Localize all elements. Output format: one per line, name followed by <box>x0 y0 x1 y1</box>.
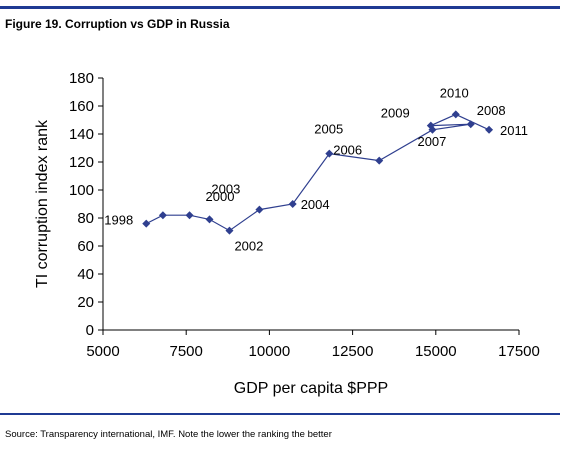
x-axis-title: GDP per capita $PPP <box>234 380 388 397</box>
data-point-marker <box>485 125 494 134</box>
y-axis-title: TI corruption index rank <box>34 119 51 288</box>
top-rule <box>0 6 560 9</box>
series-line <box>146 113 490 232</box>
data-point-marker <box>255 205 264 214</box>
data-label-year: 2005 <box>314 122 343 137</box>
data-label-year: 2003 <box>211 182 240 197</box>
x-tick-label: 15000 <box>415 343 457 360</box>
x-tick-label: 10000 <box>249 343 291 360</box>
source-note: Source: Transparency international, IMF.… <box>5 429 332 440</box>
y-tick-label: 180 <box>69 70 94 87</box>
y-axis: 0 20 40 60 80 100 120 140 160 180 <box>69 70 104 339</box>
data-point-marker <box>426 121 435 130</box>
y-tick-label: 80 <box>77 210 94 227</box>
data-point-marker <box>466 120 475 129</box>
bottom-rule <box>0 413 560 415</box>
data-label-year: 2010 <box>440 85 469 100</box>
y-tick-label: 160 <box>69 98 94 115</box>
data-point-marker <box>205 215 214 224</box>
data-label-year: 2000 <box>206 189 235 204</box>
data-label-year: 2002 <box>234 239 263 254</box>
x-tick-label: 7500 <box>170 343 203 360</box>
y-tick-label: 20 <box>77 294 94 311</box>
data-label-year: 2011 <box>500 123 528 138</box>
data-point-marker <box>288 200 297 208</box>
x-axis: 5000 7500 10000 12500 15000 17500 <box>86 329 540 360</box>
y-tick-label: 120 <box>69 154 94 171</box>
data-label-year: 1998 <box>104 213 133 228</box>
y-tick-label: 60 <box>77 238 94 255</box>
series <box>142 110 494 235</box>
data-point-marker <box>225 226 234 235</box>
data-labels: 1998 2000 2002 2003 2004 2005 2006 2007 2008 2009… <box>104 85 528 253</box>
figure-title: Figure 19. Corruption vs GDP in Russia <box>5 17 230 31</box>
data-label-year: 2006 <box>333 143 362 158</box>
data-label-year: 2007 <box>417 134 446 149</box>
y-tick-label: 40 <box>77 266 94 283</box>
data-point-marker <box>142 219 151 228</box>
x-tick-label: 17500 <box>498 343 540 360</box>
data-point-marker <box>185 211 194 220</box>
data-point-marker <box>325 149 334 158</box>
x-tick-label: 12500 <box>332 343 374 360</box>
data-label-year: 2004 <box>301 197 330 212</box>
data-label-year: 2009 <box>381 106 410 121</box>
y-tick-label: 0 <box>86 322 94 339</box>
data-point-marker <box>451 110 460 119</box>
y-tick-label: 100 <box>69 182 94 199</box>
y-tick-label: 140 <box>69 126 94 143</box>
x-tick-label: 5000 <box>86 343 119 360</box>
data-point-marker <box>158 211 167 220</box>
data-point-marker <box>375 156 384 165</box>
data-label-year: 2008 <box>477 103 506 118</box>
